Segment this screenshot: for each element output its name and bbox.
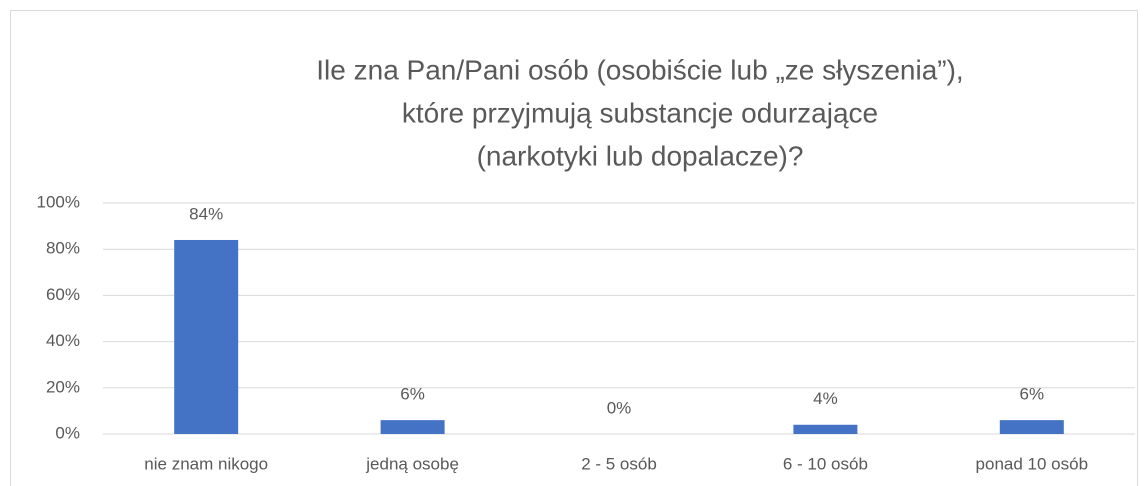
data-label: 0%: [607, 398, 632, 417]
chart-title: (narkotyki lub dopalacze)?: [477, 140, 804, 171]
chart-title: które przyjmują substancje odurzające: [402, 97, 878, 128]
bar: [380, 420, 445, 434]
y-tick-label: 100%: [37, 192, 80, 211]
x-tick-label: 2 - 5 osób: [581, 454, 657, 473]
data-label: 6%: [400, 385, 425, 404]
y-tick-label: 40%: [46, 331, 80, 350]
data-label: 6%: [1020, 385, 1045, 404]
x-tick-label: jedną osobę: [365, 454, 459, 473]
x-tick-label: 6 - 10 osób: [783, 454, 868, 473]
y-tick-label: 0%: [55, 423, 80, 442]
x-tick-label: ponad 10 osób: [976, 454, 1089, 473]
bar: [999, 420, 1064, 434]
x-tick-label: nie znam nikogo: [144, 454, 268, 473]
data-label: 4%: [813, 389, 838, 408]
chart-title: Ile zna Pan/Pani osób (osobiście lub „ze…: [316, 54, 963, 85]
bar: [174, 239, 239, 434]
data-label: 84%: [189, 204, 223, 223]
y-tick-label: 20%: [46, 377, 80, 396]
y-tick-label: 60%: [46, 285, 80, 304]
y-tick-label: 80%: [46, 239, 80, 258]
bar: [793, 424, 858, 434]
